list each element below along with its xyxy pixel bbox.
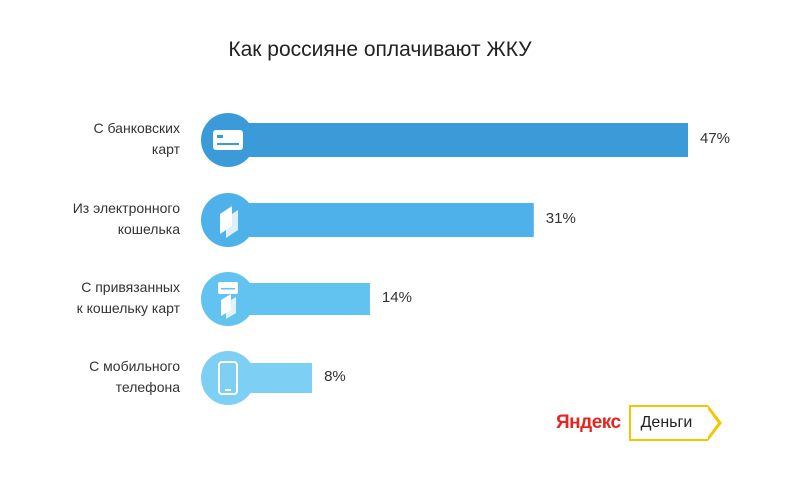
mobile-phone-icon	[218, 361, 238, 395]
category-label: С привязанных к кошельку карт	[76, 279, 180, 316]
small-card-stripe	[221, 288, 235, 290]
logo-money-box: Деньги	[628, 405, 722, 441]
logo-money-text: Деньги	[640, 414, 693, 431]
bar	[235, 123, 688, 157]
bar	[235, 283, 370, 315]
bar-group	[201, 113, 688, 167]
bar-group	[201, 351, 313, 405]
bank-card-icon	[213, 130, 243, 150]
small-wallet-back	[226, 297, 236, 319]
card-and-wallet-icon	[218, 282, 238, 319]
value-label: 31%	[545, 210, 576, 227]
bar-icon-circle	[201, 351, 255, 405]
card-chip	[217, 135, 223, 138]
yandex-money-logo: Яндекс Деньги	[556, 405, 722, 441]
value-label: 8%	[324, 368, 346, 385]
wallet-icon	[220, 206, 238, 238]
card-shape	[213, 130, 243, 150]
value-label: 14%	[381, 289, 412, 306]
category-label: С мобильного телефона	[89, 358, 180, 395]
category-label: С банковских карт	[93, 120, 180, 157]
category-label: Из электронного кошелька	[72, 200, 180, 237]
bar-group	[201, 272, 370, 326]
phone-body	[218, 361, 238, 395]
value-label: 47%	[700, 130, 731, 147]
wallet-back	[226, 210, 238, 238]
bar	[235, 203, 534, 237]
card-stripe	[217, 143, 239, 145]
chart-title: Как россияне оплачивают ЖКУ	[228, 38, 532, 61]
logo-yandex-text: Яндекс	[556, 412, 621, 433]
bar-group	[201, 193, 534, 247]
